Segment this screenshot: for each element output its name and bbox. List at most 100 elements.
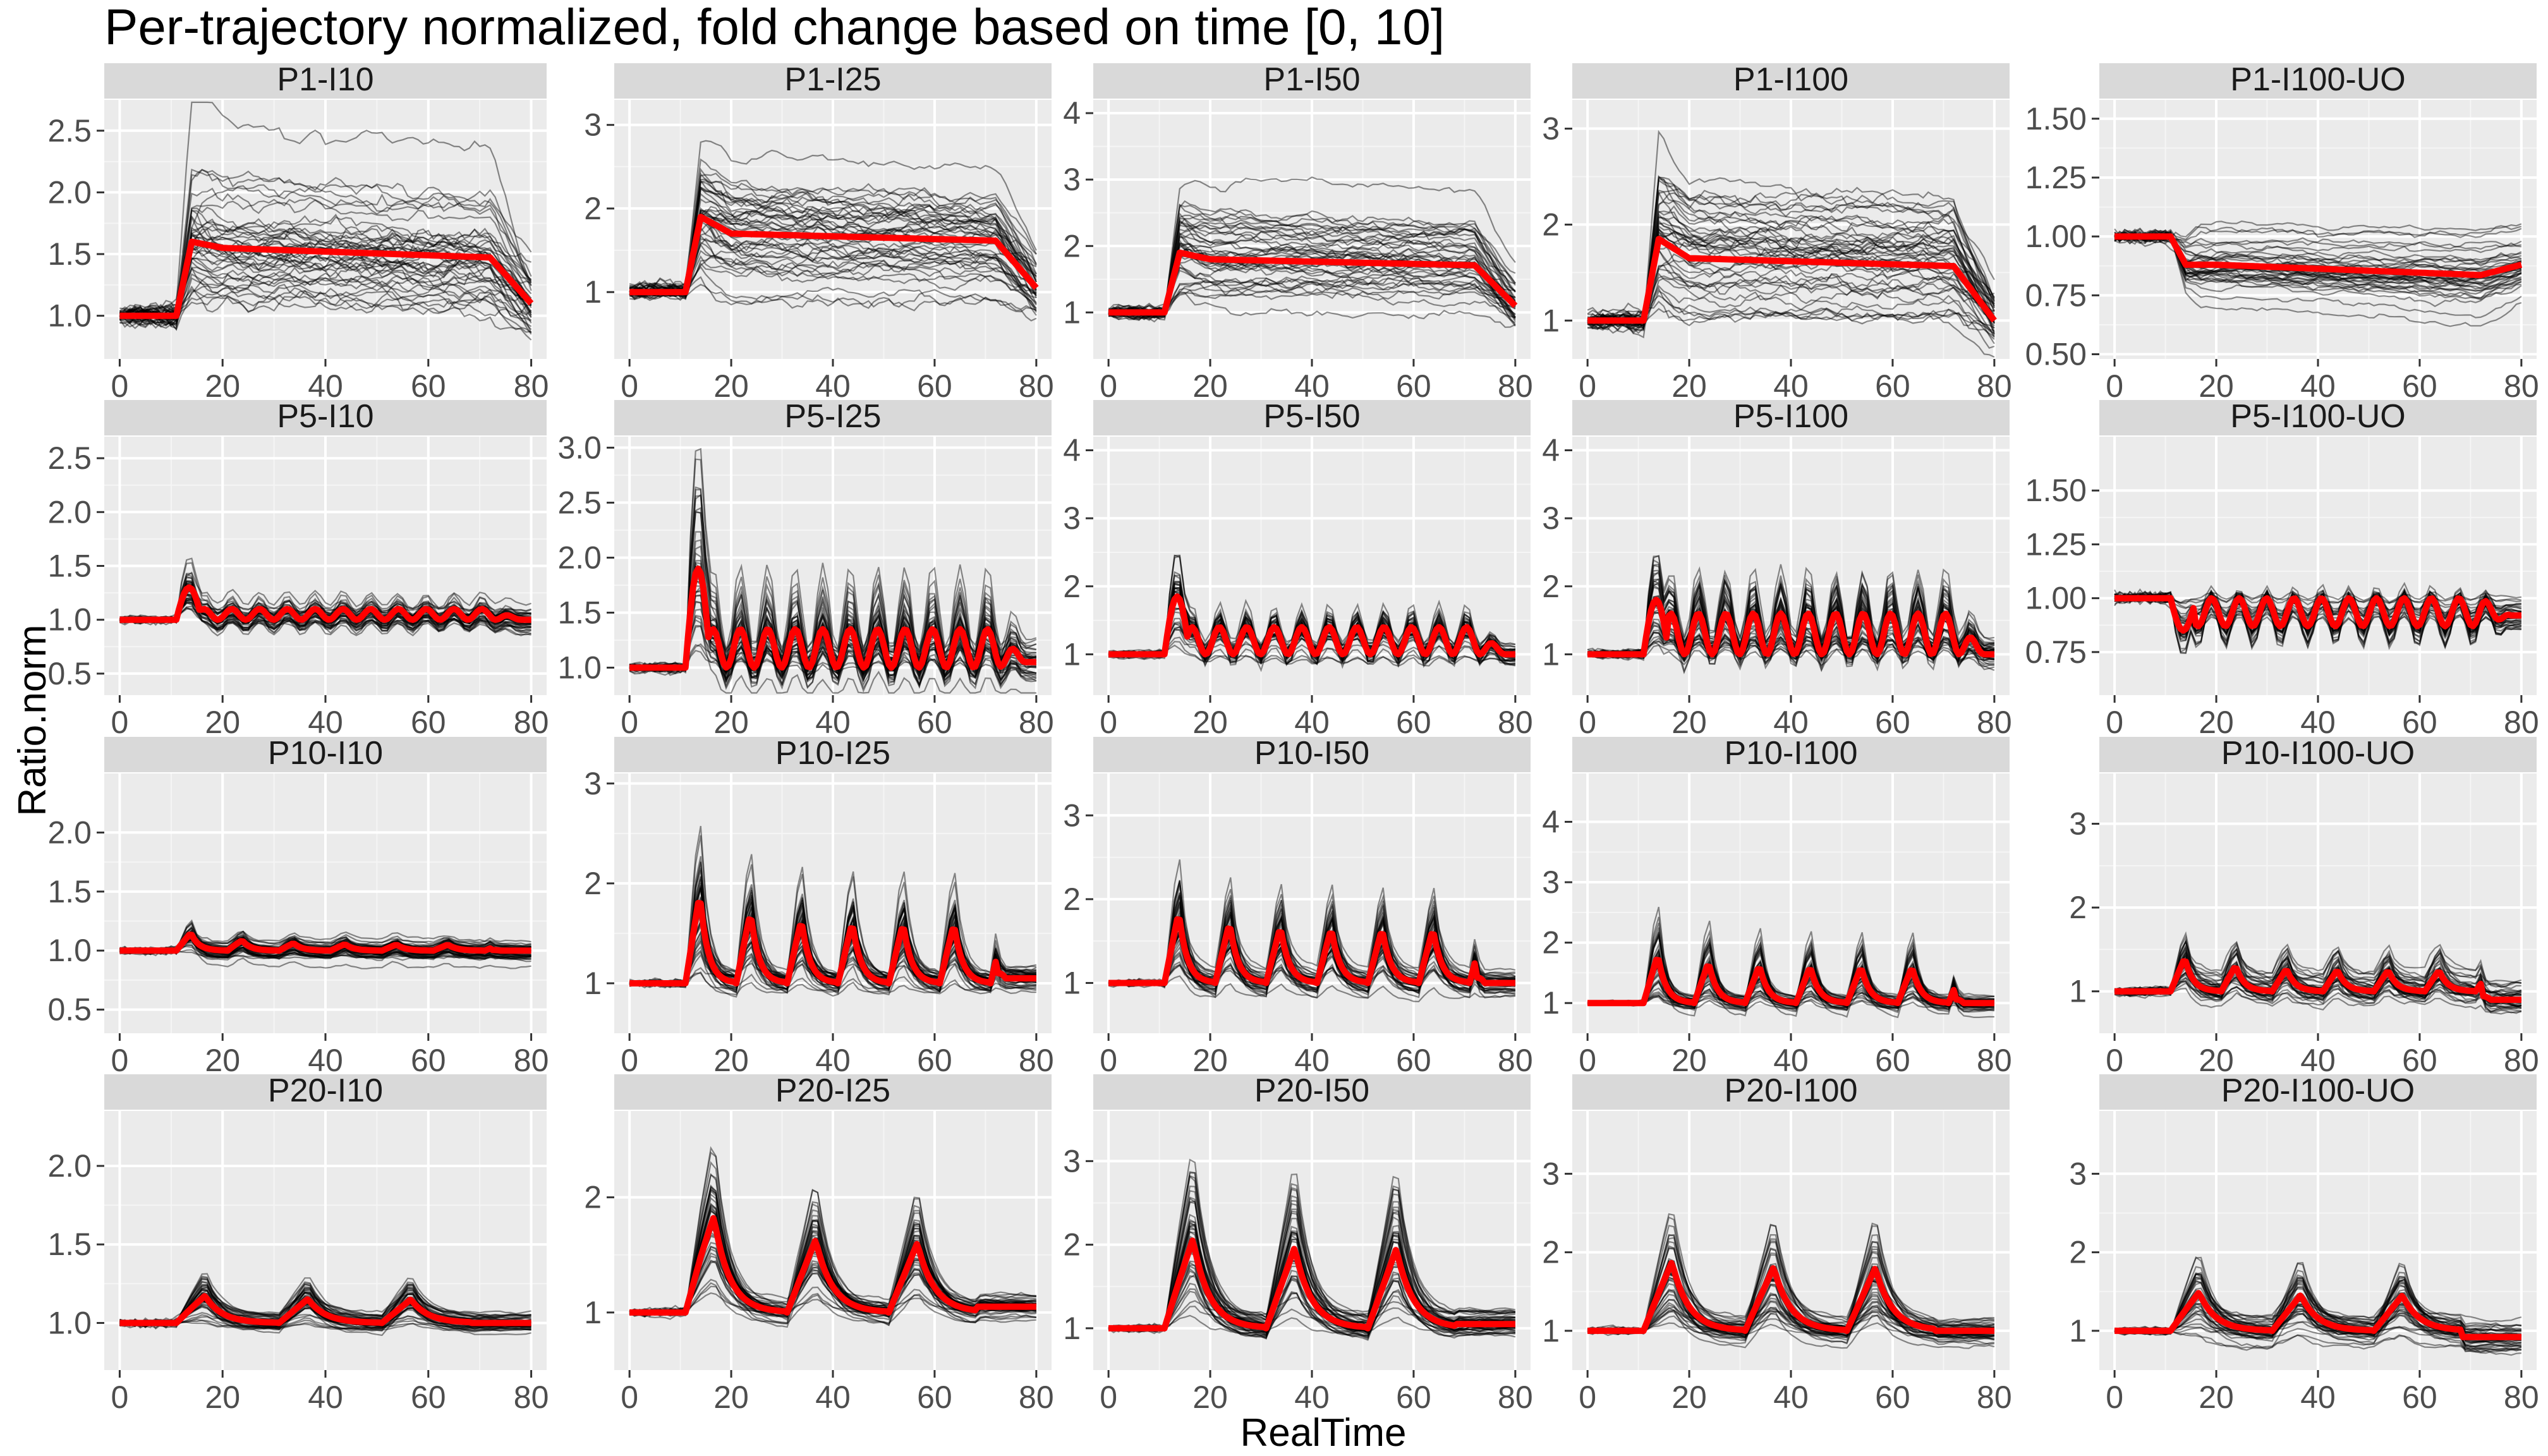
x-tick-label: 60	[411, 1043, 446, 1078]
trajectory-line	[2114, 231, 2522, 301]
strip-header	[2099, 63, 2537, 99]
x-tick-label: 80	[1977, 1380, 2012, 1415]
trajectory-line	[1587, 933, 1995, 1005]
y-tick-label: 2.0	[47, 1148, 92, 1184]
x-tick-label: 40	[1773, 1380, 1809, 1415]
x-tick-label: 60	[1396, 705, 1431, 740]
trajectory-line	[629, 1278, 1037, 1316]
trajectory-line	[629, 284, 1037, 313]
mean-trajectory-line	[2114, 595, 2522, 634]
x-tick-label: 20	[1671, 705, 1707, 740]
trajectory-line	[629, 562, 1037, 691]
strip-label: P20-I100-UO	[2221, 1072, 2415, 1109]
x-tick-label: 80	[1498, 368, 1533, 404]
trajectory-line	[119, 276, 532, 331]
x-tick-label: 0	[621, 1043, 638, 1078]
trajectory-line	[2114, 231, 2522, 253]
trajectory-line	[629, 243, 1037, 300]
y-tick-label: 1.50	[2025, 101, 2087, 136]
x-tick-label: 40	[815, 1043, 851, 1078]
x-tick-label: 80	[1019, 1380, 1054, 1415]
trajectory-line	[629, 972, 1037, 993]
x-tick-label: 40	[2300, 705, 2336, 740]
strip-header	[614, 1074, 1052, 1110]
x-tick-label: 20	[1671, 1380, 1707, 1415]
trajectory-line	[1108, 897, 1515, 984]
panel: P1-I25 0 20 40 60 80 1 2 3	[584, 61, 1053, 404]
trajectory-line	[119, 948, 531, 961]
mean-trajectory-line	[2114, 1290, 2522, 1340]
strip-label: P10-I100-UO	[2221, 735, 2415, 772]
x-tick-label: 60	[917, 368, 952, 404]
trajectory-line	[629, 265, 1037, 322]
trajectory-group	[1108, 1158, 1516, 1341]
panel: P20-I100-UO 0 20 40 60 80 1 2 3	[2069, 1072, 2539, 1415]
trajectory-line	[2114, 980, 2522, 1003]
trajectory-line	[1108, 1314, 1516, 1336]
x-tick-label: 80	[514, 1380, 549, 1415]
trajectory-line	[629, 594, 1037, 684]
y-tick-label: 2.5	[47, 440, 92, 476]
trajectory-line	[119, 602, 531, 633]
trajectory-line	[1587, 191, 1995, 331]
x-tick-label: 0	[621, 368, 638, 404]
trajectory-line	[1108, 882, 1516, 988]
trajectory-line	[1587, 1299, 1995, 1331]
trajectory-line	[2114, 232, 2521, 285]
trajectory-line	[119, 1314, 531, 1330]
trajectory-line	[1108, 203, 1516, 316]
strip-label: P1-I50	[1263, 61, 1360, 98]
y-tick-label: 2	[2069, 890, 2087, 925]
trajectory-line	[1108, 275, 1515, 314]
trajectory-line	[1587, 176, 1995, 335]
trajectory-group	[1108, 859, 1516, 1003]
strip-header	[1572, 737, 2010, 772]
panel: P10-I100 0 20 40 60 80 1 2 3 4	[1542, 735, 2011, 1078]
strip-header	[104, 1074, 547, 1110]
trajectory-line	[119, 101, 532, 318]
trajectory-line	[629, 494, 1037, 669]
trajectory-line	[1108, 1175, 1516, 1337]
strip-label: P5-I100	[1733, 398, 1848, 435]
trajectory-line	[1587, 219, 1995, 328]
x-tick-label: 20	[205, 368, 240, 404]
trajectory-line	[119, 557, 531, 625]
x-tick-label: 60	[2402, 705, 2437, 740]
x-tick-label: 20	[1671, 368, 1707, 404]
x-tick-label: 0	[111, 368, 129, 404]
x-tick-label: 0	[2106, 705, 2123, 740]
x-axis-title: RealTime	[1241, 1411, 1407, 1455]
y-tick-label: 0.5	[47, 656, 92, 691]
trajectory-line	[1108, 1290, 1516, 1337]
x-tick-label: 80	[1019, 368, 1054, 404]
x-tick-label: 60	[1875, 705, 1910, 740]
trajectory-line	[119, 1317, 531, 1332]
x-tick-label: 60	[917, 1043, 952, 1078]
trajectory-line	[119, 267, 532, 328]
x-tick-label: 20	[205, 1043, 240, 1078]
panel: P1-I100 0 20 40 60 80 1 2 3	[1542, 61, 2011, 404]
trajectory-line	[629, 971, 1036, 997]
trajectory-line	[119, 168, 532, 329]
y-tick-label: 2	[1542, 925, 1560, 961]
x-tick-label: 20	[1192, 1043, 1228, 1078]
trajectory-line	[1587, 1213, 1995, 1333]
strip-header	[2099, 1074, 2537, 1110]
mean-trajectory-line	[1587, 956, 1995, 1007]
trajectory-line	[2114, 1272, 2521, 1333]
x-tick-label: 80	[1498, 1043, 1533, 1078]
trajectory-line	[2114, 1312, 2521, 1340]
trajectory-line	[2114, 592, 2521, 645]
trajectory-line	[2114, 226, 2522, 241]
trajectory-line	[1587, 174, 1995, 334]
trajectory-line	[2114, 940, 2522, 996]
trajectory-line	[629, 949, 1037, 998]
trajectory-line	[119, 1284, 531, 1326]
x-tick-label: 80	[1019, 1043, 1054, 1078]
trajectory-line	[1108, 1270, 1516, 1337]
trajectory-line	[119, 927, 531, 952]
trajectory-line	[1587, 308, 1995, 337]
trajectory-line	[1108, 214, 1516, 317]
panel: P5-I25 0 20 40 60 80 1.0 1.5 2.0 2.5 3.0	[557, 398, 1053, 740]
y-tick-label: 2	[2069, 1235, 2087, 1270]
